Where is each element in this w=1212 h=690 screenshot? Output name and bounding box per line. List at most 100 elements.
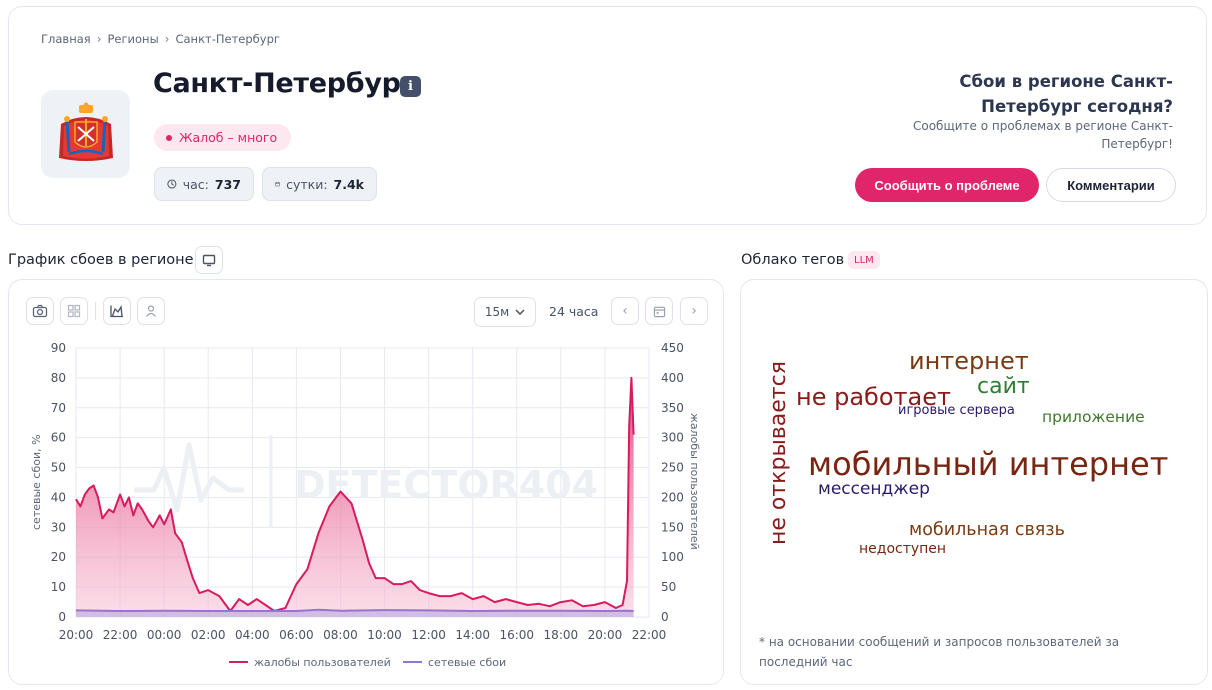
region-header-card: Главная › Регионы › Санкт-Петербург: [8, 6, 1207, 225]
y-right-tick: 200: [661, 490, 684, 504]
y-left-tick: 0: [58, 610, 66, 624]
tag-site[interactable]: сайт: [977, 374, 1030, 399]
page-title: Санкт-Петербург: [153, 68, 415, 99]
x-tick: 18:00: [544, 628, 579, 642]
right-axis-title: жалобы пользователей: [688, 413, 701, 550]
complaints-line: [75, 376, 635, 612]
x-tick: 04:00: [235, 628, 270, 642]
y-left-tick: 10: [51, 580, 66, 594]
info-icon[interactable]: i: [400, 76, 421, 97]
breadcrumb-current: Санкт-Петербург: [175, 32, 280, 46]
y-right-tick: 250: [661, 461, 684, 475]
x-tick: 22:00: [103, 628, 138, 642]
watermark: DETECTOR404: [134, 435, 598, 528]
stat-hour: час: 737: [154, 167, 254, 201]
stat-day-label: сутки:: [286, 176, 328, 192]
y-left-tick: 80: [51, 371, 66, 385]
y-left-tick: 50: [51, 461, 66, 475]
interval-select[interactable]: 15м: [474, 297, 536, 327]
x-tick: 22:00: [632, 628, 667, 642]
x-tick: 16:00: [499, 628, 534, 642]
stat-day-value: 7.4k: [333, 176, 364, 192]
cta-title: Сбои в регионе Санкт-Петербург сегодня?: [959, 72, 1173, 116]
report-problem-button[interactable]: Сообщить о проблеме: [855, 168, 1039, 202]
tag-cloud-card: интернет сайт не работает игровые сервер…: [740, 279, 1208, 685]
x-tick: 20:00: [588, 628, 623, 642]
stat-hour-label: час:: [182, 176, 209, 192]
breadcrumb-home[interactable]: Главная: [41, 32, 91, 46]
legend-complaints: жалобы пользователей: [254, 656, 391, 669]
clock-icon: [167, 179, 177, 189]
x-tick: 02:00: [191, 628, 226, 642]
chart-legend: жалобы пользователей сетевые сбои: [229, 656, 506, 669]
y-left-tick: 40: [51, 490, 66, 504]
tag-mobile-internet[interactable]: мобильный интернет: [808, 445, 1169, 483]
tag-not-opening[interactable]: не открывается: [766, 361, 791, 545]
range-label: 24 часа: [549, 304, 599, 319]
x-tick: 08:00: [323, 628, 358, 642]
tag-not-working[interactable]: не работает: [796, 383, 951, 411]
y-right-tick: 300: [661, 431, 684, 445]
x-tick: 14:00: [455, 628, 490, 642]
chevron-down-icon: [515, 309, 525, 315]
chart-card: 15м 24 часа ‹ › DETECTOR404 0 0 10 50 20 100 3…: [8, 279, 724, 685]
chart-ticks: 0 0 10 50 20 100 30 150 40 200 50 250 60 300 70 350 80 40…: [51, 341, 684, 642]
camera-icon[interactable]: [26, 297, 54, 325]
chart-section-title: График сбоев в регионе: [8, 252, 194, 268]
area-chart-icon[interactable]: [103, 297, 131, 325]
tag-internet[interactable]: интернет: [909, 347, 1029, 375]
chevron-right-icon[interactable]: ›: [680, 297, 708, 325]
calendar-icon: [275, 181, 280, 187]
tag-cloud-footnote: * на основании сообщений и запросов поль…: [759, 635, 1120, 669]
tags-section-title: Облако тегов: [741, 252, 845, 268]
tag-game-servers[interactable]: игровые сервера: [898, 403, 1015, 418]
y-left-tick: 60: [51, 431, 66, 445]
y-right-tick: 0: [661, 610, 669, 624]
x-tick: 12:00: [411, 628, 446, 642]
tag-messenger[interactable]: мессенджер: [818, 479, 930, 499]
coat-of-arms-icon: [58, 102, 113, 161]
left-axis-title: сетевые сбои, %: [30, 434, 43, 530]
stat-day: сутки: 7.4k: [262, 167, 377, 201]
tag-app[interactable]: приложение: [1042, 408, 1145, 426]
complaints-area: [76, 377, 634, 617]
grid-icon[interactable]: [60, 297, 88, 325]
stat-hour-value: 737: [214, 176, 241, 192]
y-right-tick: 350: [661, 401, 684, 415]
tag-mobile-connection[interactable]: мобильная связь: [909, 520, 1065, 540]
network-line: [75, 608, 634, 613]
x-tick: 10:00: [367, 628, 402, 642]
chevron-right-icon: ›: [164, 32, 170, 46]
outage-chart: DETECTOR404 0 0 10 50 20 100 30 150 40 200 50 250 60…: [30, 341, 701, 669]
monitor-icon[interactable]: [195, 246, 223, 274]
y-right-tick: 50: [661, 580, 676, 594]
interval-select-value: 15м: [484, 305, 510, 319]
tag-unavailable[interactable]: недоступен: [859, 541, 947, 557]
user-icon[interactable]: [137, 297, 165, 325]
y-right-tick: 450: [661, 341, 684, 355]
breadcrumb: Главная › Регионы › Санкт-Петербург: [41, 32, 280, 46]
y-left-tick: 90: [51, 341, 66, 355]
x-tick: 20:00: [59, 628, 94, 642]
y-left-tick: 20: [51, 550, 66, 564]
status-dot-icon: [166, 134, 172, 141]
region-coat-of-arms: [41, 90, 130, 178]
chart-series: [75, 376, 635, 617]
y-right-tick: 100: [661, 550, 684, 564]
y-left-tick: 30: [51, 520, 66, 534]
llm-badge: LLM: [848, 251, 880, 269]
legend-network: сетевые сбои: [428, 656, 506, 669]
status-text: Жалоб – много: [179, 130, 278, 145]
toolbar-divider: [95, 302, 96, 320]
y-right-tick: 150: [661, 520, 684, 534]
status-badge: Жалоб – много: [154, 124, 292, 151]
chevron-left-icon[interactable]: ‹: [611, 297, 639, 325]
chevron-right-icon: ›: [96, 32, 102, 46]
x-tick: 00:00: [147, 628, 182, 642]
x-tick: 06:00: [279, 628, 314, 642]
cta-subtitle: Сообщите о проблемах в регионе Санкт-Пет…: [912, 119, 1173, 151]
comments-button[interactable]: Комментарии: [1046, 168, 1176, 202]
breadcrumb-regions[interactable]: Регионы: [107, 32, 159, 46]
calendar-picker-icon[interactable]: [645, 297, 673, 325]
y-left-tick: 70: [51, 401, 66, 415]
